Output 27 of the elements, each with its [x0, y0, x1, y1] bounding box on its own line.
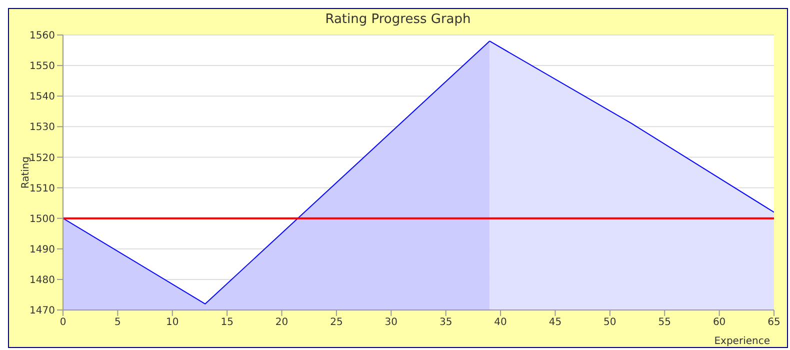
y-tick-label: 1540: [30, 92, 55, 103]
chart-title: Rating Progress Graph: [324, 11, 472, 29]
y-tick-label: 1480: [30, 274, 55, 286]
y-tick-label: 1560: [30, 30, 55, 42]
x-tick-label: 5: [114, 317, 121, 328]
x-tick-label: 35: [439, 317, 452, 328]
x-tick-label: 10: [166, 317, 179, 328]
x-tick-label: 15: [220, 317, 234, 328]
x-tick-label: 45: [548, 317, 562, 328]
y-tick-label: 1510: [30, 183, 55, 194]
y-tick-label: 1490: [30, 244, 55, 256]
x-tick-label: 60: [712, 317, 726, 328]
y-tick-label: 1500: [30, 214, 55, 225]
x-axis-title: Experience: [714, 336, 770, 347]
x-tick-label: 30: [384, 317, 398, 328]
y-axis-title: Rating: [20, 156, 32, 189]
x-tick-label: 40: [494, 317, 507, 328]
x-tick-label: 25: [330, 317, 343, 328]
x-tick-label: 20: [275, 317, 288, 328]
x-tick-label: 0: [60, 317, 66, 328]
y-tick-label: 1550: [30, 61, 55, 72]
x-tick-label: 55: [658, 317, 671, 328]
x-tick-label: 65: [768, 317, 780, 328]
y-tick-label: 1520: [30, 152, 55, 164]
x-tick-label: 50: [604, 317, 616, 328]
y-tick-label: 1530: [30, 122, 55, 134]
y-tick-label: 1470: [30, 306, 55, 317]
